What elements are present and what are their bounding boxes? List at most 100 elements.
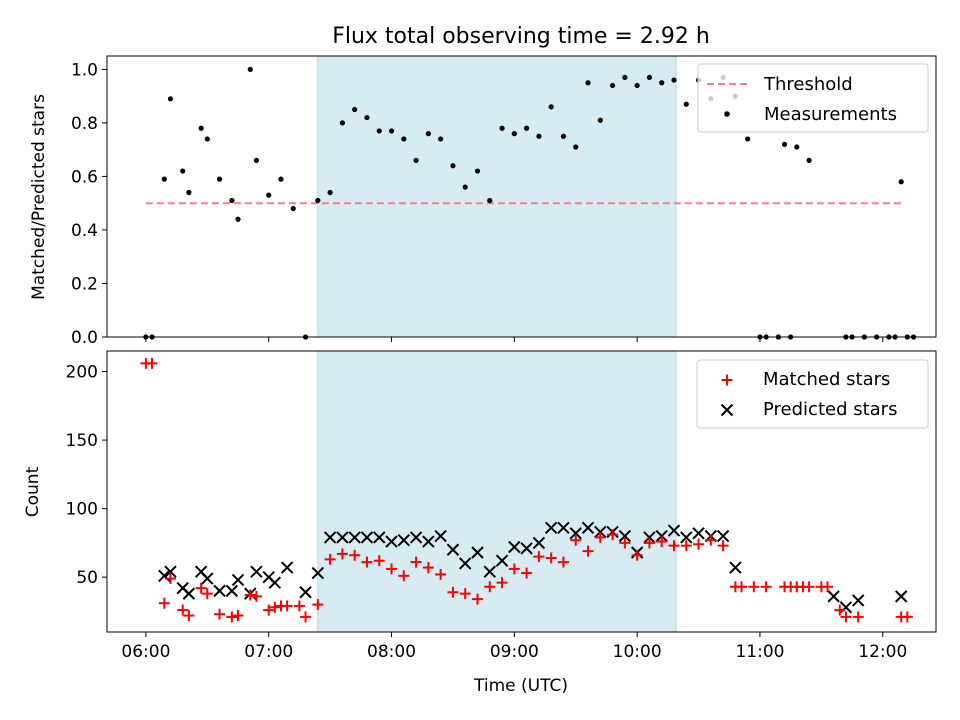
y-tick-label: 200 <box>66 363 98 383</box>
top-y-axis-label: Matched/Predicted stars <box>29 94 49 300</box>
predicted-stars-point <box>373 531 386 544</box>
measurement-point <box>806 157 812 163</box>
x-tick-label: 06:00 <box>121 642 170 662</box>
matched-stars-point <box>619 537 631 549</box>
bottom-x-axis-label: Time (UTC) <box>473 676 568 696</box>
legend-matched-label: Matched stars <box>763 369 890 390</box>
top-y-ticks: 0.0 0.2 0.4 0.6 0.8 1.0 <box>71 60 107 348</box>
measurement-point <box>339 120 345 126</box>
measurement-point <box>161 176 167 182</box>
predicted-stars-point <box>667 524 681 537</box>
y-tick-label: 150 <box>66 431 98 451</box>
matched-stars-point <box>269 601 281 613</box>
measurement-point <box>609 82 616 89</box>
matched-stars-point <box>398 570 410 582</box>
matched-stars-point <box>521 567 533 579</box>
measurement-point <box>290 205 296 212</box>
matched-stars-point <box>214 608 226 620</box>
bottom-legend: Matched stars Predicted stars <box>696 359 929 429</box>
predicted-stars-point <box>231 573 245 587</box>
y-tick-label: 0.6 <box>71 167 98 187</box>
matched-stars-point <box>834 604 846 616</box>
matched-stars-point <box>680 540 692 552</box>
matched-stars-point <box>410 556 422 568</box>
matched-stars-point <box>852 611 864 623</box>
bottom-panel: 50 100 150 200 06:00 07:00 08:00 09:00 10:00 11:… <box>23 350 937 696</box>
measurement-point <box>327 189 333 196</box>
matched-stars-point <box>736 581 748 593</box>
y-tick-label: 0.4 <box>71 221 98 241</box>
matched-stars-point <box>312 599 324 611</box>
legend-threshold-label: Threshold <box>763 74 853 95</box>
top-shaded-interval <box>317 55 677 338</box>
predicted-stars-point <box>508 540 521 554</box>
x-tick-label: 08:00 <box>367 642 416 662</box>
legend-measurements-label: Measurements <box>764 104 897 125</box>
matched-stars-point <box>717 540 729 552</box>
bottom-legend-box <box>696 359 929 429</box>
predicted-stars-point <box>839 601 853 614</box>
matched-stars-point <box>281 600 293 612</box>
predicted-stars-point <box>894 590 908 603</box>
legend-x-marker <box>720 403 734 417</box>
measurement-point <box>548 104 554 110</box>
measurement-point <box>229 197 235 204</box>
matched-stars-point <box>361 556 373 568</box>
predicted-stars-point <box>336 531 349 544</box>
predicted-stars-point <box>680 531 693 544</box>
predicted-stars-point <box>729 561 742 574</box>
matched-stars-point <box>386 563 398 575</box>
predicted-stars-point <box>557 521 570 535</box>
top-x-ticks <box>145 337 884 342</box>
measurement-point <box>198 125 204 131</box>
matched-stars-point <box>158 597 170 609</box>
matched-stars-point <box>195 582 207 594</box>
measurement-point <box>646 74 653 81</box>
measurement-point <box>247 66 253 72</box>
top-legend-box <box>697 63 929 133</box>
matched-stars-point <box>508 563 520 575</box>
measurement-point <box>671 77 677 83</box>
top-title: Flux total observing time = 2.92 h <box>332 24 710 49</box>
y-tick-label: 1.0 <box>71 60 98 80</box>
matched-stars-point <box>693 538 705 550</box>
matched-stars-point <box>459 588 471 600</box>
measurement-point <box>560 133 567 139</box>
x-tick-label: 12:00 <box>858 642 907 662</box>
y-tick-label: 100 <box>66 500 98 520</box>
matched-stars-point <box>533 551 545 563</box>
measurement-point <box>413 157 419 163</box>
matched-stars-point <box>232 610 244 622</box>
measurement-point <box>180 168 186 174</box>
matched-stars-point <box>201 588 213 600</box>
measurement-point <box>585 80 591 86</box>
matched-stars-point <box>324 553 336 565</box>
predicted-stars-point <box>348 531 361 544</box>
measurement-point <box>634 82 640 89</box>
measurement-point <box>364 114 370 121</box>
matched-stars-point <box>447 586 459 598</box>
predicted-stars-point <box>250 565 263 578</box>
measurement-point <box>186 189 192 196</box>
predicted-stars-point <box>520 542 533 555</box>
measurement-point <box>352 106 358 113</box>
predicted-stars-point <box>360 531 374 544</box>
predicted-stars-point <box>532 536 546 550</box>
y-tick-label: 0.2 <box>71 274 98 294</box>
predicted-stars-point <box>852 594 865 607</box>
measurement-point <box>425 131 431 137</box>
predicted-stars-point <box>544 521 558 535</box>
legend-predicted-label: Predicted stars <box>763 399 897 420</box>
measurement-point <box>388 128 395 134</box>
matched-stars-point <box>435 568 447 580</box>
matched-stars-series <box>140 357 913 623</box>
legend-predicted-swatch <box>720 403 734 417</box>
predicted-stars-point <box>225 584 239 598</box>
measurement-point <box>487 197 493 204</box>
matched-stars-point <box>349 549 361 561</box>
measurement-point <box>216 176 223 182</box>
matched-stars-point <box>901 611 913 623</box>
predicted-stars-point <box>581 521 595 535</box>
measurement-point <box>794 144 800 150</box>
